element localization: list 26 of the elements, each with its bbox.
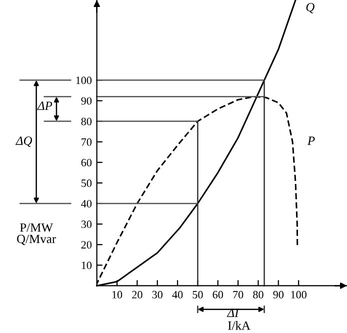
x-tick-label: 70	[233, 290, 244, 298]
x-tick-label: 60	[212, 290, 224, 298]
x-tick-label: 30	[152, 290, 162, 298]
x-tick-label: 20	[132, 290, 142, 298]
annotation: ΔQ	[16, 136, 32, 147]
x-tick-label: 100	[291, 290, 306, 298]
x-tick-label: 50	[192, 290, 203, 298]
y-tick-label: 90	[81, 97, 92, 105]
x-tick-label: 80	[253, 290, 264, 298]
y-axis-title: P/MW Q/Mvar	[17, 223, 56, 246]
y-tick-label: 70	[82, 138, 92, 146]
x-tick-label: 10	[112, 290, 122, 298]
y-tick-label: 40	[81, 200, 92, 208]
series-label: Q	[306, 2, 314, 14]
x-tick-label: 90	[273, 290, 284, 298]
y-tick-label: 10	[82, 262, 92, 270]
annotation: ΔP	[37, 102, 52, 110]
y-tick-label: 60	[81, 158, 92, 166]
y-tick-label: 30	[81, 220, 92, 228]
series-label: P	[307, 136, 315, 145]
y-tick-label: 20	[81, 241, 92, 249]
y-tick-label: 100	[76, 76, 92, 84]
y-tick-label: 80	[81, 118, 92, 126]
y-tick-label: 50	[82, 179, 92, 187]
x-axis-title: I/kA	[228, 321, 250, 330]
x-tick-label: 40	[172, 290, 183, 298]
